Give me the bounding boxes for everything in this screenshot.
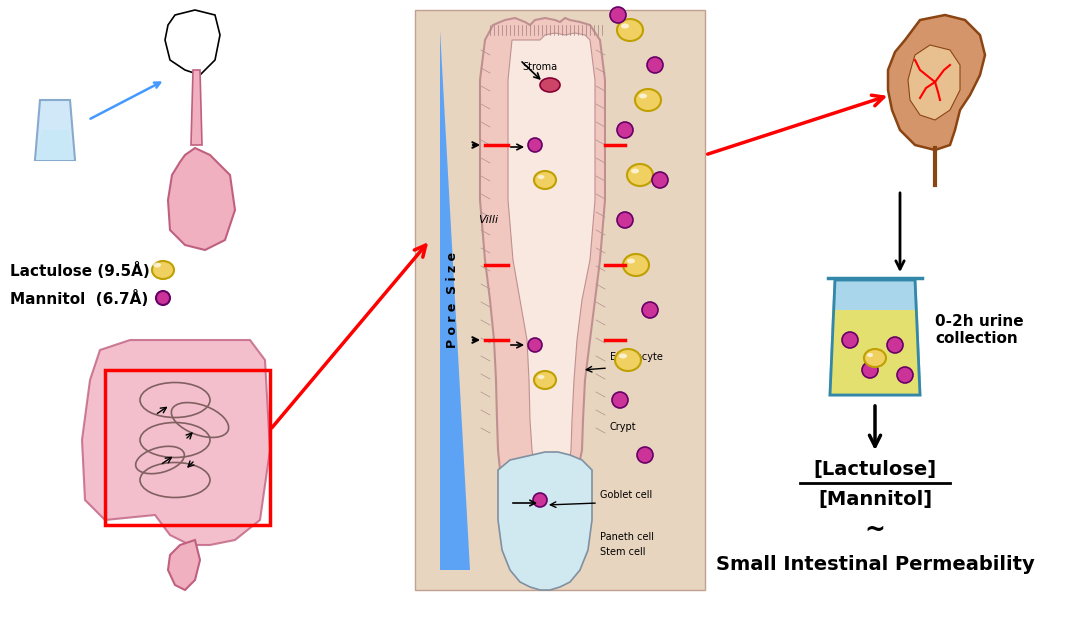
- Polygon shape: [191, 70, 202, 145]
- Text: Small Intestinal Permeability: Small Intestinal Permeability: [715, 556, 1034, 575]
- Polygon shape: [888, 15, 985, 150]
- Polygon shape: [834, 280, 916, 310]
- Text: Villi: Villi: [478, 215, 499, 225]
- Circle shape: [862, 362, 878, 378]
- Circle shape: [842, 332, 859, 348]
- Text: Enterocyte: Enterocyte: [610, 352, 663, 362]
- Ellipse shape: [538, 175, 544, 179]
- Ellipse shape: [623, 254, 649, 276]
- Ellipse shape: [627, 259, 635, 263]
- Circle shape: [887, 337, 903, 353]
- Ellipse shape: [153, 262, 162, 267]
- Polygon shape: [908, 45, 960, 120]
- Ellipse shape: [867, 353, 873, 357]
- Ellipse shape: [540, 78, 560, 92]
- Circle shape: [612, 392, 628, 408]
- Text: Goblet cell: Goblet cell: [601, 490, 653, 500]
- Ellipse shape: [617, 19, 643, 41]
- Polygon shape: [508, 33, 595, 510]
- Ellipse shape: [534, 171, 556, 189]
- Ellipse shape: [152, 261, 175, 279]
- Circle shape: [617, 122, 633, 138]
- Ellipse shape: [638, 94, 647, 99]
- Ellipse shape: [615, 349, 641, 371]
- Bar: [105, 370, 270, 525]
- Text: [Lactulose]: [Lactulose]: [813, 461, 937, 479]
- Ellipse shape: [534, 371, 556, 389]
- Text: Mannitol  (6.7Å): Mannitol (6.7Å): [10, 290, 149, 306]
- Polygon shape: [82, 340, 270, 545]
- Circle shape: [637, 447, 653, 463]
- Text: 0-2h urine
collection: 0-2h urine collection: [935, 314, 1023, 346]
- Text: Stroma: Stroma: [522, 62, 557, 72]
- Polygon shape: [168, 148, 235, 250]
- Ellipse shape: [621, 24, 629, 29]
- Text: Lactulose (9.5Å): Lactulose (9.5Å): [10, 262, 150, 278]
- Bar: [415, 10, 705, 590]
- Circle shape: [533, 493, 547, 507]
- Polygon shape: [498, 452, 592, 590]
- Text: [Mannitol]: [Mannitol]: [818, 490, 932, 510]
- Polygon shape: [830, 280, 920, 395]
- Ellipse shape: [631, 169, 638, 174]
- Polygon shape: [35, 100, 75, 160]
- Ellipse shape: [619, 353, 627, 358]
- Text: Stem cell: Stem cell: [601, 547, 645, 557]
- Polygon shape: [830, 310, 920, 395]
- Text: P o r e  S i z e: P o r e S i z e: [447, 252, 460, 348]
- Polygon shape: [480, 18, 605, 585]
- Circle shape: [528, 138, 542, 152]
- Ellipse shape: [627, 164, 653, 186]
- Circle shape: [642, 302, 658, 318]
- Text: Crypt: Crypt: [610, 422, 636, 432]
- Circle shape: [156, 291, 170, 305]
- Ellipse shape: [864, 349, 886, 367]
- Circle shape: [528, 338, 542, 352]
- Polygon shape: [36, 130, 74, 160]
- Ellipse shape: [538, 375, 544, 379]
- Text: Paneth cell: Paneth cell: [601, 532, 654, 542]
- Circle shape: [647, 57, 663, 73]
- Text: ~: ~: [865, 518, 886, 542]
- Polygon shape: [440, 30, 470, 570]
- Circle shape: [617, 212, 633, 228]
- Ellipse shape: [635, 89, 661, 111]
- Polygon shape: [165, 10, 220, 75]
- Circle shape: [610, 7, 625, 23]
- Polygon shape: [168, 540, 201, 590]
- Circle shape: [651, 172, 668, 188]
- Circle shape: [896, 367, 913, 383]
